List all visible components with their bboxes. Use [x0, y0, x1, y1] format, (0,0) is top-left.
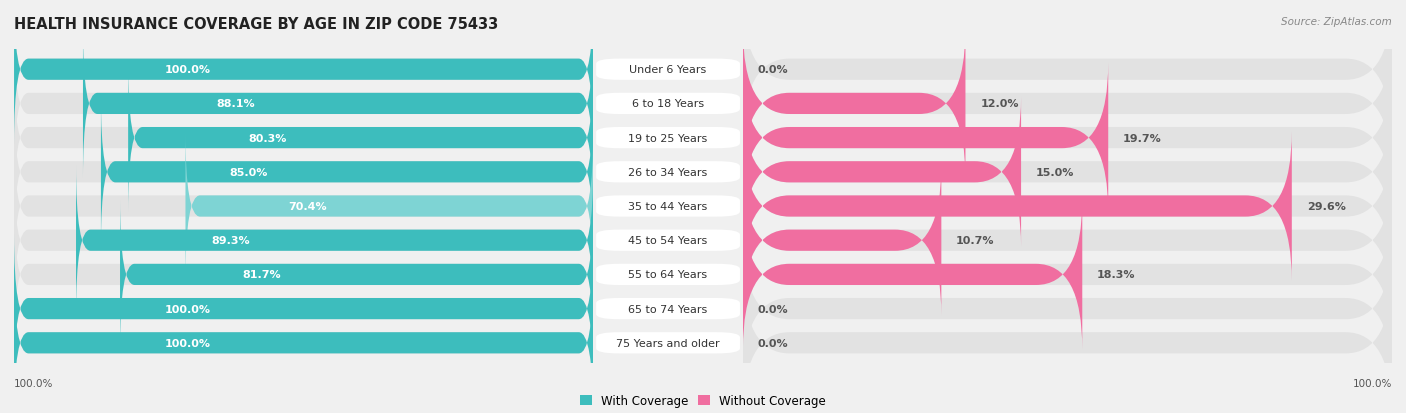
FancyBboxPatch shape — [186, 132, 593, 281]
Text: 15.0%: 15.0% — [1036, 167, 1074, 177]
FancyBboxPatch shape — [596, 162, 740, 183]
FancyBboxPatch shape — [742, 64, 1108, 213]
FancyBboxPatch shape — [596, 128, 740, 149]
Text: Under 6 Years: Under 6 Years — [630, 65, 707, 75]
Text: 6 to 18 Years: 6 to 18 Years — [631, 99, 704, 109]
Text: 89.3%: 89.3% — [212, 236, 250, 246]
FancyBboxPatch shape — [742, 97, 1392, 247]
FancyBboxPatch shape — [742, 29, 966, 179]
Text: 100.0%: 100.0% — [14, 378, 53, 388]
FancyBboxPatch shape — [596, 230, 740, 251]
Text: 45 to 54 Years: 45 to 54 Years — [628, 236, 707, 246]
FancyBboxPatch shape — [128, 64, 593, 213]
FancyBboxPatch shape — [596, 94, 740, 115]
FancyBboxPatch shape — [14, 200, 593, 349]
Text: 35 to 44 Years: 35 to 44 Years — [628, 202, 707, 211]
Text: 80.3%: 80.3% — [249, 133, 287, 143]
Text: HEALTH INSURANCE COVERAGE BY AGE IN ZIP CODE 75433: HEALTH INSURANCE COVERAGE BY AGE IN ZIP … — [14, 17, 498, 31]
FancyBboxPatch shape — [120, 200, 593, 349]
Text: 0.0%: 0.0% — [758, 65, 789, 75]
Text: 100.0%: 100.0% — [1353, 378, 1392, 388]
FancyBboxPatch shape — [742, 166, 942, 316]
Text: 75 Years and older: 75 Years and older — [616, 338, 720, 348]
Text: 18.3%: 18.3% — [1097, 270, 1136, 280]
Text: 65 to 74 Years: 65 to 74 Years — [628, 304, 707, 314]
Text: 70.4%: 70.4% — [288, 202, 328, 211]
FancyBboxPatch shape — [742, 132, 1392, 281]
FancyBboxPatch shape — [14, 268, 593, 413]
Text: 0.0%: 0.0% — [758, 304, 789, 314]
Text: 26 to 34 Years: 26 to 34 Years — [628, 167, 707, 177]
FancyBboxPatch shape — [596, 298, 740, 319]
Text: 0.0%: 0.0% — [758, 338, 789, 348]
FancyBboxPatch shape — [76, 166, 593, 316]
Text: 10.7%: 10.7% — [956, 236, 994, 246]
FancyBboxPatch shape — [742, 97, 1021, 247]
Text: 12.0%: 12.0% — [980, 99, 1019, 109]
FancyBboxPatch shape — [596, 332, 740, 354]
Text: Source: ZipAtlas.com: Source: ZipAtlas.com — [1281, 17, 1392, 26]
FancyBboxPatch shape — [742, 132, 1292, 281]
FancyBboxPatch shape — [742, 200, 1083, 349]
FancyBboxPatch shape — [14, 234, 593, 384]
FancyBboxPatch shape — [742, 234, 1392, 384]
FancyBboxPatch shape — [83, 29, 593, 179]
FancyBboxPatch shape — [742, 29, 1392, 179]
Text: 85.0%: 85.0% — [229, 167, 267, 177]
FancyBboxPatch shape — [101, 97, 593, 247]
FancyBboxPatch shape — [14, 29, 593, 179]
FancyBboxPatch shape — [14, 268, 593, 413]
FancyBboxPatch shape — [14, 97, 593, 247]
Text: 29.6%: 29.6% — [1306, 202, 1346, 211]
Text: 100.0%: 100.0% — [165, 338, 211, 348]
Legend: With Coverage, Without Coverage: With Coverage, Without Coverage — [579, 394, 827, 407]
Text: 55 to 64 Years: 55 to 64 Years — [628, 270, 707, 280]
Text: 100.0%: 100.0% — [165, 65, 211, 75]
Text: 81.7%: 81.7% — [243, 270, 281, 280]
FancyBboxPatch shape — [596, 264, 740, 285]
FancyBboxPatch shape — [14, 132, 593, 281]
Text: 100.0%: 100.0% — [165, 304, 211, 314]
FancyBboxPatch shape — [596, 59, 740, 81]
FancyBboxPatch shape — [742, 166, 1392, 316]
Text: 88.1%: 88.1% — [217, 99, 256, 109]
FancyBboxPatch shape — [742, 64, 1392, 213]
FancyBboxPatch shape — [14, 166, 593, 316]
FancyBboxPatch shape — [14, 64, 593, 213]
FancyBboxPatch shape — [742, 268, 1392, 413]
FancyBboxPatch shape — [14, 0, 593, 145]
FancyBboxPatch shape — [742, 200, 1392, 349]
FancyBboxPatch shape — [14, 0, 593, 145]
FancyBboxPatch shape — [14, 234, 593, 384]
FancyBboxPatch shape — [596, 196, 740, 217]
Text: 19 to 25 Years: 19 to 25 Years — [628, 133, 707, 143]
FancyBboxPatch shape — [742, 0, 1392, 145]
Text: 19.7%: 19.7% — [1123, 133, 1161, 143]
